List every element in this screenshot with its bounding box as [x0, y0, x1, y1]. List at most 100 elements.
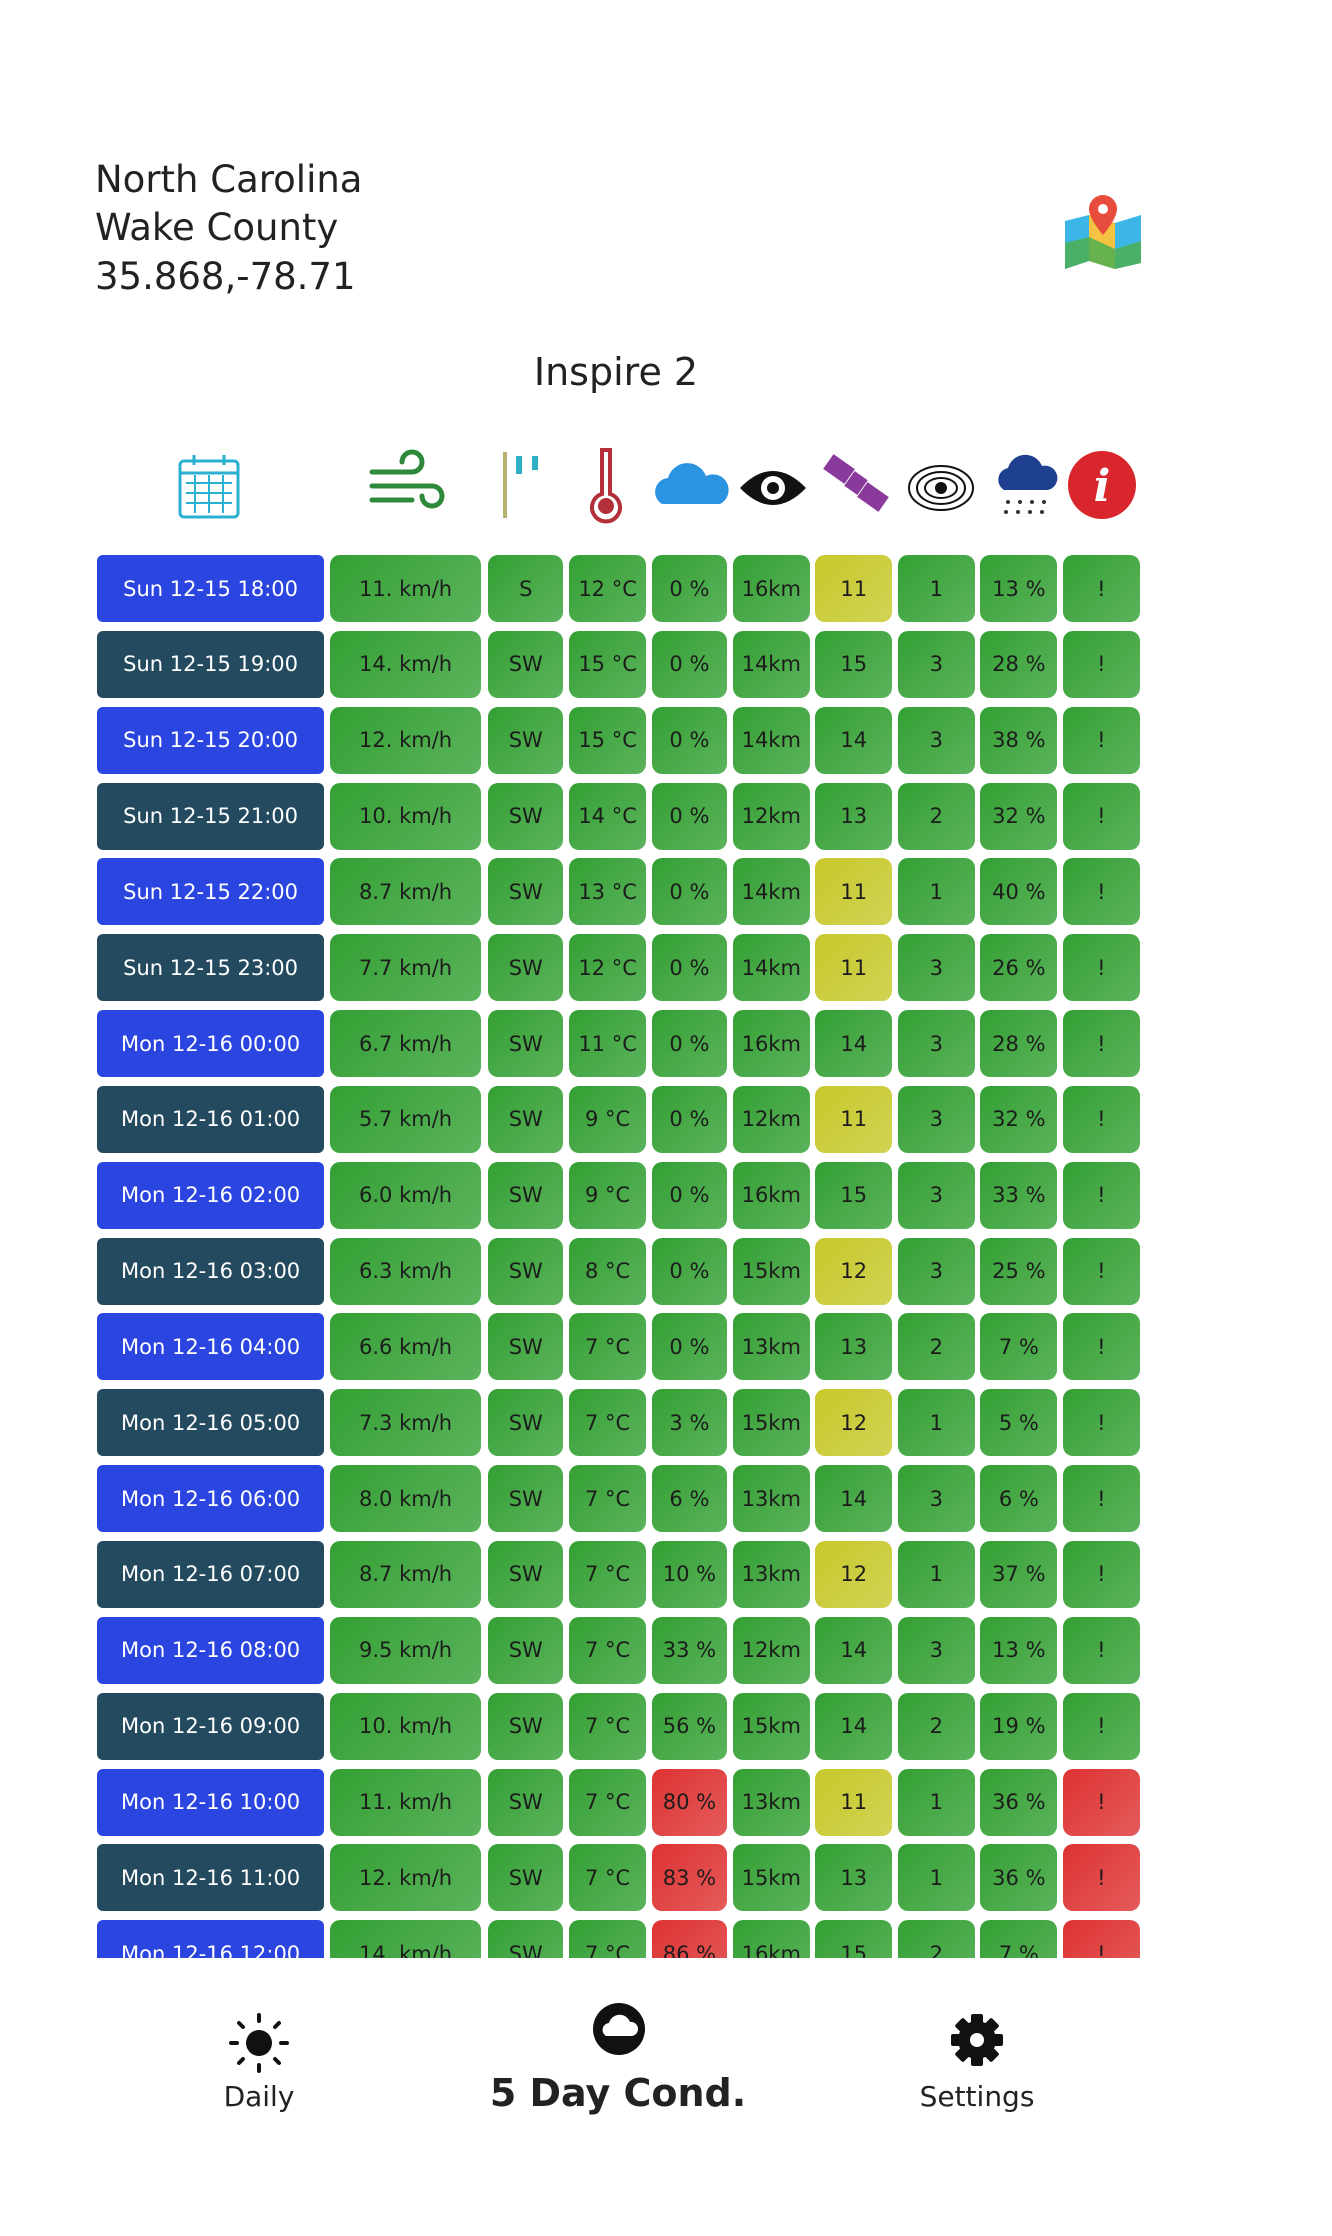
column-icons: i: [178, 448, 1136, 524]
nav-settings[interactable]: Settings: [919, 2080, 1035, 2113]
kp-index-cell: 3: [897, 1010, 975, 1078]
direction-cell: SW: [488, 1540, 564, 1608]
precipitation-cell: 28 %: [980, 1010, 1058, 1078]
precipitation-cell: 32 %: [980, 1085, 1058, 1153]
time-cell: Mon 12-16 01:00: [96, 1085, 325, 1153]
time-cell: Sun 12-15 20:00: [96, 706, 325, 774]
info-cell[interactable]: !: [1062, 1085, 1140, 1153]
satellites-cell: 13: [815, 782, 893, 850]
kp-index-cell: 3: [897, 1616, 975, 1684]
info-cell[interactable]: !: [1062, 630, 1140, 698]
visibility-cell: 14km: [732, 630, 810, 698]
cloud-cover-cell: 86 %: [651, 1920, 728, 1958]
temperature-cell: 9 °C: [569, 1085, 647, 1153]
wind-cell: 11. km/h: [330, 1768, 481, 1836]
visibility-cell: 12km: [732, 782, 810, 850]
precipitation-cell: 6 %: [980, 1465, 1058, 1533]
wind-cell: 8.0 km/h: [330, 1465, 481, 1533]
temperature-cell: 7 °C: [569, 1465, 647, 1533]
direction-cell: SW: [488, 630, 564, 698]
wind-cell: 9.5 km/h: [330, 1616, 481, 1684]
kp-index-cell: 2: [897, 1692, 975, 1760]
satellites-cell: 14: [815, 1616, 893, 1684]
temperature-cell: 12 °C: [569, 555, 647, 622]
time-cell: Mon 12-16 10:00: [96, 1768, 325, 1836]
time-cell: Sun 12-15 19:00: [96, 630, 325, 698]
kp-index-cell: 1: [897, 858, 975, 926]
cloud-cover-cell: 0 %: [651, 555, 728, 622]
direction-cell: SW: [488, 1161, 564, 1229]
kp-index-cell: 1: [897, 555, 975, 622]
visibility-cell: 14km: [732, 858, 810, 926]
info-cell[interactable]: !: [1062, 1465, 1140, 1533]
satellites-cell: 14: [815, 1692, 893, 1760]
kp-index-cell: 2: [897, 782, 975, 850]
info-cell[interactable]: !: [1062, 1237, 1140, 1305]
temperature-cell: 7 °C: [569, 1389, 647, 1457]
kp-index-cell: 3: [897, 630, 975, 698]
info-cell[interactable]: !: [1062, 706, 1140, 774]
info-cell[interactable]: !: [1062, 858, 1140, 926]
visibility-cell: 16km: [732, 1920, 810, 1958]
info-cell[interactable]: !: [1062, 1768, 1140, 1836]
visibility-cell: 16km: [732, 1010, 810, 1078]
wind-cell: 7.3 km/h: [330, 1389, 481, 1457]
wind-cell: 8.7 km/h: [330, 1540, 481, 1608]
nav-daily[interactable]: Daily: [223, 2080, 295, 2113]
map-button[interactable]: [1063, 193, 1143, 271]
info-cell[interactable]: !: [1062, 1844, 1140, 1912]
temperature-cell: 7 °C: [569, 1616, 647, 1684]
visibility-cell: 13km: [732, 1313, 810, 1381]
visibility-cell: 15km: [732, 1692, 810, 1760]
info-cell[interactable]: !: [1062, 1920, 1140, 1958]
info-cell[interactable]: !: [1062, 1010, 1140, 1078]
cloud-cover-cell: 0 %: [651, 706, 728, 774]
wind-cell: 10. km/h: [330, 1692, 481, 1760]
wind-cell: 14. km/h: [330, 1920, 481, 1958]
info-cell[interactable]: !: [1062, 934, 1140, 1002]
precipitation-cell: 37 %: [980, 1540, 1058, 1608]
cloud-cover-cell: 0 %: [651, 1010, 728, 1078]
precipitation-cell: 13 %: [980, 1616, 1058, 1684]
satellites-cell: 11: [815, 1085, 893, 1153]
info-cell[interactable]: !: [1062, 1616, 1140, 1684]
satellites-cell: 15: [815, 1920, 893, 1958]
direction-cell: SW: [488, 1768, 564, 1836]
direction-cell: SW: [488, 858, 564, 926]
cloud-cover-cell: 0 %: [651, 1237, 728, 1305]
info-cell[interactable]: !: [1062, 782, 1140, 850]
satellites-cell: 13: [815, 1313, 893, 1381]
direction-cell: SW: [488, 1920, 564, 1958]
direction-cell: SW: [488, 1465, 564, 1533]
time-cell: Mon 12-16 00:00: [96, 1010, 325, 1078]
info-cell[interactable]: !: [1062, 555, 1140, 622]
temperature-cell: 7 °C: [569, 1540, 647, 1608]
nav-current[interactable]: 5 Day Cond.: [489, 2071, 747, 2115]
info-cell[interactable]: !: [1062, 1161, 1140, 1229]
cloud-cover-cell: 6 %: [651, 1465, 728, 1533]
info-cell[interactable]: !: [1062, 1313, 1140, 1381]
satellites-cell: 11: [815, 555, 893, 622]
precipitation-cell: 28 %: [980, 630, 1058, 698]
time-cell: Mon 12-16 09:00: [96, 1692, 325, 1760]
direction-cell: SW: [488, 1313, 564, 1381]
direction-cell: SW: [488, 1389, 564, 1457]
temperature-cell: 15 °C: [569, 706, 647, 774]
daily-icon[interactable]: [228, 2012, 290, 2074]
conditions-icon[interactable]: [592, 2002, 646, 2056]
time-cell: Sun 12-15 23:00: [96, 934, 325, 1002]
visibility-cell: 13km: [732, 1465, 810, 1533]
settings-icon[interactable]: [950, 2013, 1004, 2067]
direction-cell: S: [488, 555, 564, 622]
info-cell[interactable]: !: [1062, 1692, 1140, 1760]
direction-cell: SW: [488, 706, 564, 774]
info-cell[interactable]: !: [1062, 1540, 1140, 1608]
satellites-cell: 14: [815, 1465, 893, 1533]
cloud-cover-cell: 83 %: [651, 1844, 728, 1912]
info-cell[interactable]: !: [1062, 1389, 1140, 1457]
temperature-cell: 11 °C: [569, 1010, 647, 1078]
cloud-cover-cell: 80 %: [651, 1768, 728, 1836]
time-cell: Mon 12-16 06:00: [96, 1465, 325, 1533]
satellites-cell: 11: [815, 934, 893, 1002]
